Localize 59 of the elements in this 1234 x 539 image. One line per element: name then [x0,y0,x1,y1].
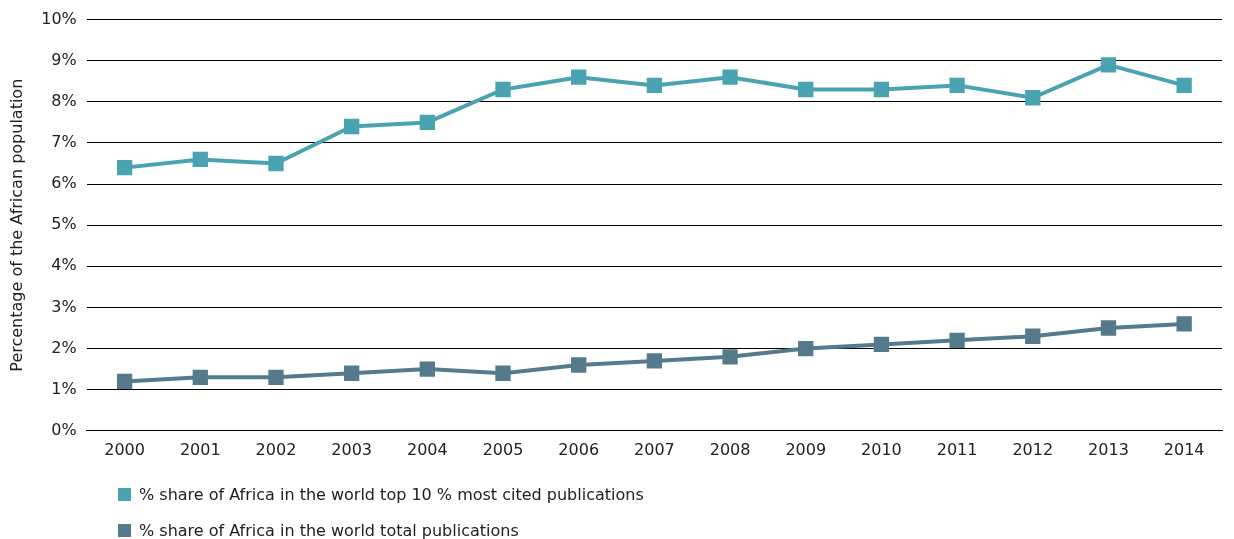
point [571,357,587,373]
legend-label: % share of Africa in the world total publications [139,520,519,539]
point [646,353,663,369]
x-tick-label: 2001 [179,439,221,459]
y-tick-label: 4% [51,255,77,275]
y-tick-label: 5% [51,214,77,234]
point [419,361,435,377]
x-tick-label: 2010 [861,439,902,459]
point [1025,90,1041,106]
x-tick-label: 2006 [558,439,600,459]
y-axis-title: Percentage of the African population [6,78,26,372]
point [1176,77,1192,94]
point [192,151,208,168]
y-tick-label: 7% [51,132,77,152]
legend-label: % share of Africa in the world top 10 % most cited publications [139,484,644,504]
x-tick-label: 2008 [709,439,751,459]
point [268,155,284,172]
y-tick-label: 0% [51,419,77,439]
point [495,365,511,381]
point [1100,320,1117,336]
point [1025,328,1041,344]
x-tick-label: 2009 [785,439,827,459]
x-tick-label: 2007 [634,439,675,459]
y-tick-label: 2% [51,337,77,357]
x-tick-label: 2002 [255,439,297,459]
point [343,118,360,135]
y-tick-label: 9% [51,49,77,69]
point [419,114,435,131]
x-tick-label: 2003 [331,439,373,459]
y-tick-label: 6% [51,173,77,193]
x-tick-label: 2013 [1088,439,1129,459]
x-tick-label: 2000 [104,439,145,459]
y-tick-label: 10% [41,8,77,28]
point [646,77,663,94]
point [949,332,965,348]
point [873,336,890,353]
point [116,159,133,176]
point [192,369,208,385]
point [722,349,738,365]
x-tick-label: 2004 [406,439,448,459]
x-tick-label: 2012 [1012,439,1054,459]
point [116,373,133,390]
point [1176,316,1192,332]
x-tick-label: 2011 [936,439,978,459]
point [949,77,965,94]
y-tick-label: 1% [51,378,77,398]
point [343,365,360,381]
x-tick-label: 2005 [482,439,524,459]
point [495,81,511,98]
point [268,369,284,385]
point [798,340,814,357]
y-tick-label: 3% [51,296,77,316]
x-tick-label: 2014 [1163,439,1205,459]
point [1100,57,1117,73]
y-tick-label: 8% [51,91,77,110]
point [873,81,890,98]
point [571,69,587,85]
point [722,69,738,85]
point [798,81,814,98]
